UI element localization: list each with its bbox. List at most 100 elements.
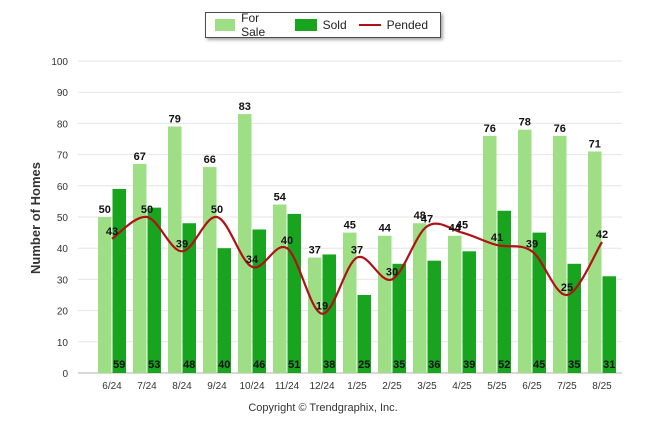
data-label-for-sale: 44 <box>449 223 462 235</box>
data-label-for-sale: 83 <box>239 101 251 113</box>
data-label-pended: 45 <box>456 220 468 232</box>
bar-for-sale <box>483 135 497 373</box>
bar-sold <box>532 232 546 373</box>
y-axis-label: Number of Homes <box>28 162 43 274</box>
sold-swatch <box>294 19 317 31</box>
data-label-pended: 25 <box>561 282 573 294</box>
bar-sold <box>112 188 126 373</box>
data-label-for-sale: 50 <box>99 204 111 216</box>
bar-for-sale <box>238 114 252 373</box>
pended-line <box>111 215 603 315</box>
data-label-for-sale: 44 <box>379 223 392 235</box>
x-tick-label: 9/24 <box>207 381 227 392</box>
data-label-pended: 39 <box>176 238 188 250</box>
y-tick-label: 30 <box>57 275 69 286</box>
legend-label-for-sale: For Sale <box>241 11 266 39</box>
x-tick-label: 12/24 <box>309 381 334 392</box>
bar-sold <box>392 263 406 373</box>
y-axis-ticks: 0 10 20 30 40 50 60 70 80 90 100 <box>51 57 68 380</box>
bar-for-sale <box>448 235 462 373</box>
data-label-sold: 40 <box>218 359 230 371</box>
y-tick-label: 20 <box>57 307 69 318</box>
bars <box>98 114 616 374</box>
y-tick-label: 90 <box>57 88 69 99</box>
y-tick-label: 40 <box>57 244 69 255</box>
data-label-sold: 48 <box>183 359 195 371</box>
data-label-pended: 50 <box>211 204 223 216</box>
bar-for-sale <box>518 129 532 373</box>
x-tick-label: 8/24 <box>172 381 192 392</box>
data-label-for-sale: 48 <box>414 210 426 222</box>
x-tick-label: 7/25 <box>557 381 577 392</box>
bar-for-sale <box>273 204 287 373</box>
bar-sold <box>252 229 266 373</box>
data-label-sold: 53 <box>148 359 160 371</box>
data-label-sold: 45 <box>533 359 545 371</box>
x-tick-label: 6/24 <box>102 381 122 392</box>
legend-item-sold[interactable]: Sold <box>294 18 347 32</box>
data-label-pended: 37 <box>351 245 363 257</box>
x-tick-label: 8/25 <box>592 381 612 392</box>
data-label-for-sale: 76 <box>554 123 566 135</box>
bar-for-sale <box>133 163 147 373</box>
data-label-sold: 25 <box>358 359 370 371</box>
data-labels: 50 59 67 53 79 48 66 40 83 46 54 51 37 38 45 25 44 35 48 36… <box>99 101 616 371</box>
for-sale-swatch <box>215 19 236 31</box>
bar-sold <box>357 295 371 373</box>
data-label-for-sale: 66 <box>204 154 216 166</box>
data-label-for-sale: 79 <box>169 114 181 126</box>
bar-sold <box>322 254 336 373</box>
bar-for-sale <box>588 151 602 373</box>
bar-for-sale <box>168 126 182 374</box>
data-label-sold: 35 <box>393 359 405 371</box>
bar-sold <box>567 263 581 373</box>
bar-for-sale <box>203 167 217 373</box>
bar-sold <box>602 276 616 373</box>
pended-swatch <box>358 24 381 26</box>
bar-for-sale <box>308 257 322 373</box>
data-label-sold: 31 <box>603 359 615 371</box>
legend-item-for-sale[interactable]: For Sale <box>215 11 283 39</box>
y-tick-label: 0 <box>62 369 68 380</box>
y-tick-label: 70 <box>57 151 69 162</box>
data-label-for-sale: 78 <box>519 117 531 129</box>
bar-for-sale <box>413 223 427 373</box>
x-tick-label: 10/24 <box>239 381 264 392</box>
data-label-pended: 19 <box>316 301 328 313</box>
data-label-sold: 38 <box>323 359 335 371</box>
data-label-sold: 51 <box>288 359 300 371</box>
x-axis-ticks: 6/24 7/24 8/24 9/24 10/24 11/24 12/24 1/25 2/25 3… <box>102 381 612 392</box>
data-label-pended: 30 <box>386 266 398 278</box>
x-tick-label: 1/25 <box>347 381 367 392</box>
bar-sold <box>497 210 511 373</box>
data-label-pended: 50 <box>141 204 153 216</box>
bar-sold <box>147 207 161 373</box>
y-tick-label: 100 <box>51 57 68 68</box>
data-label-sold: 36 <box>428 359 440 371</box>
data-label-sold: 52 <box>498 359 510 371</box>
bar-for-sale <box>98 217 112 373</box>
pended-series-line <box>111 215 603 315</box>
bar-sold <box>217 248 231 373</box>
data-label-pended: 42 <box>596 229 608 241</box>
x-tick-label: 5/25 <box>487 381 507 392</box>
data-label-for-sale: 54 <box>274 192 287 204</box>
bar-for-sale <box>553 135 567 373</box>
data-label-sold: 46 <box>253 359 265 371</box>
y-tick-label: 60 <box>57 182 69 193</box>
data-label-pended: 43 <box>106 226 118 238</box>
data-label-for-sale: 45 <box>344 220 356 232</box>
data-label-pended: 41 <box>491 232 503 244</box>
bar-for-sale <box>343 232 357 373</box>
data-label-for-sale: 76 <box>484 123 496 135</box>
data-label-sold: 39 <box>463 359 475 371</box>
x-tick-label: 2/25 <box>382 381 402 392</box>
bar-for-sale <box>378 235 392 373</box>
legend-item-pended[interactable]: Pended <box>358 18 428 32</box>
legend: For Sale Sold Pended <box>205 11 441 39</box>
data-label-for-sale: 67 <box>134 151 146 163</box>
y-tick-label: 80 <box>57 119 69 130</box>
x-tick-label: 4/25 <box>452 381 472 392</box>
x-tick-label: 3/25 <box>417 381 437 392</box>
